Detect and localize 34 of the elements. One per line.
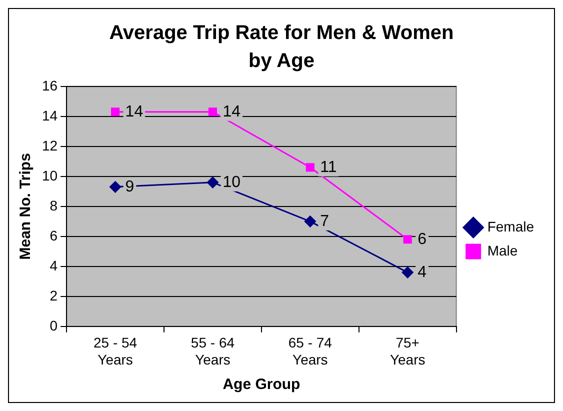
y-tick-label: 12: [42, 137, 58, 154]
x-tick-label: 25 - 54 Years: [93, 334, 138, 368]
legend-label: Male: [487, 242, 518, 258]
data-label: 14: [125, 103, 144, 120]
y-tick-label: 0: [50, 317, 58, 334]
legend-label: Female: [487, 218, 534, 234]
point: [402, 266, 414, 278]
x-axis-title: Age Group: [222, 376, 300, 394]
data-label: 7: [320, 212, 330, 230]
x-tick-label: 65 - 74 Years: [288, 334, 332, 368]
x-tick-label: 75+ Years: [390, 334, 426, 368]
data-label: 11: [320, 158, 337, 176]
data-label: 6: [418, 230, 427, 248]
point: [306, 163, 314, 172]
chart-title: Average Trip Rate for Men & Women by Age: [108, 21, 455, 74]
data-label: 14: [222, 103, 241, 120]
y-tick-label: 14: [42, 107, 58, 124]
point: [403, 235, 412, 244]
point: [111, 108, 120, 116]
y-tick-label: 16: [42, 77, 58, 94]
y-tick-label: 4: [50, 257, 58, 274]
y-tick-label: 8: [50, 197, 58, 214]
point: [110, 181, 122, 193]
point: [206, 176, 218, 188]
x-tick-label: 55 - 64 Years: [190, 334, 235, 368]
data-label: 9: [125, 178, 134, 196]
y-tick-label: 10: [42, 167, 58, 184]
point: [304, 216, 316, 228]
y-axis-title: Mean No. Trips: [17, 153, 34, 260]
y-tick-label: 2: [50, 287, 58, 304]
point: [208, 108, 218, 116]
data-label: 4: [418, 264, 427, 281]
data-label: 10: [222, 174, 241, 191]
y-tick-label: 6: [50, 227, 58, 244]
